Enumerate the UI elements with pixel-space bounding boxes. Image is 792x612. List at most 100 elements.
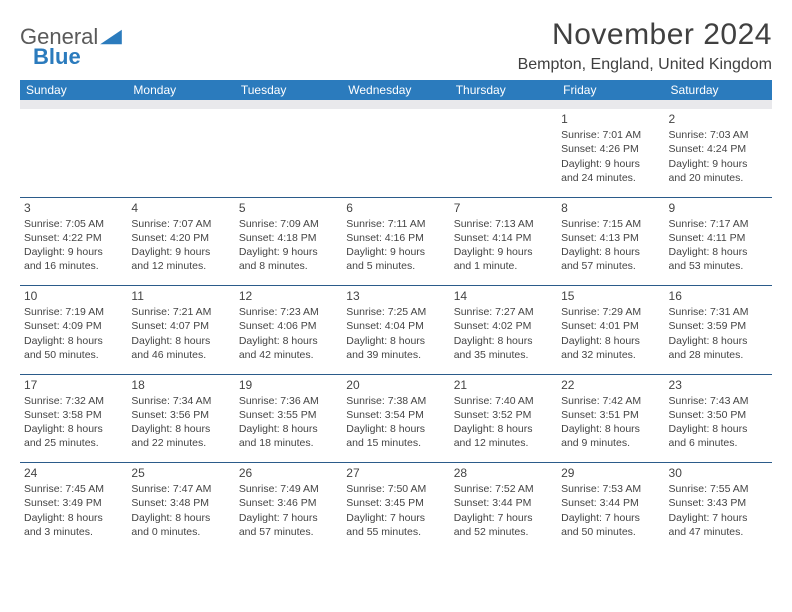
sunset-line: Sunset: 3:48 PM xyxy=(131,496,230,510)
calendar-cell: 7Sunrise: 7:13 AMSunset: 4:14 PMDaylight… xyxy=(450,198,557,286)
calendar-table: SundayMondayTuesdayWednesdayThursdayFrid… xyxy=(20,80,772,551)
calendar-cell: 24Sunrise: 7:45 AMSunset: 3:49 PMDayligh… xyxy=(20,463,127,551)
daylight-line-2: and 50 minutes. xyxy=(24,348,123,362)
sunset-line: Sunset: 3:46 PM xyxy=(239,496,338,510)
day-number: 27 xyxy=(346,465,445,481)
calendar-week: 24Sunrise: 7:45 AMSunset: 3:49 PMDayligh… xyxy=(20,463,772,551)
calendar-cell: 25Sunrise: 7:47 AMSunset: 3:48 PMDayligh… xyxy=(127,463,234,551)
sunset-line: Sunset: 4:02 PM xyxy=(454,319,553,333)
sunset-line: Sunset: 3:49 PM xyxy=(24,496,123,510)
sunset-line: Sunset: 4:06 PM xyxy=(239,319,338,333)
daylight-line-1: Daylight: 8 hours xyxy=(454,334,553,348)
daylight-line-2: and 32 minutes. xyxy=(561,348,660,362)
daylight-line-2: and 18 minutes. xyxy=(239,436,338,450)
day-number: 2 xyxy=(669,111,768,127)
daylight-line-1: Daylight: 8 hours xyxy=(346,334,445,348)
daylight-line-2: and 24 minutes. xyxy=(561,171,660,185)
sunrise-line: Sunrise: 7:47 AM xyxy=(131,482,230,496)
day-number: 5 xyxy=(239,200,338,216)
day-number: 24 xyxy=(24,465,123,481)
daylight-line-1: Daylight: 9 hours xyxy=(239,245,338,259)
daylight-line-2: and 22 minutes. xyxy=(131,436,230,450)
sunset-line: Sunset: 3:58 PM xyxy=(24,408,123,422)
calendar-cell: 1Sunrise: 7:01 AMSunset: 4:26 PMDaylight… xyxy=(557,109,664,197)
daylight-line-2: and 0 minutes. xyxy=(131,525,230,539)
sunset-line: Sunset: 3:50 PM xyxy=(669,408,768,422)
sunrise-line: Sunrise: 7:01 AM xyxy=(561,128,660,142)
daylight-line-1: Daylight: 7 hours xyxy=(346,511,445,525)
sunrise-line: Sunrise: 7:13 AM xyxy=(454,217,553,231)
sunrise-line: Sunrise: 7:11 AM xyxy=(346,217,445,231)
daylight-line-1: Daylight: 9 hours xyxy=(24,245,123,259)
sunset-line: Sunset: 4:01 PM xyxy=(561,319,660,333)
sunset-line: Sunset: 3:56 PM xyxy=(131,408,230,422)
calendar-cell: 26Sunrise: 7:49 AMSunset: 3:46 PMDayligh… xyxy=(235,463,342,551)
calendar-cell: 17Sunrise: 7:32 AMSunset: 3:58 PMDayligh… xyxy=(20,375,127,463)
day-number: 26 xyxy=(239,465,338,481)
calendar-cell xyxy=(450,109,557,197)
day-number: 30 xyxy=(669,465,768,481)
location: Bempton, England, United Kingdom xyxy=(518,56,772,74)
day-number: 19 xyxy=(239,377,338,393)
month-title: November 2024 xyxy=(518,18,772,52)
daylight-line-2: and 47 minutes. xyxy=(669,525,768,539)
sunset-line: Sunset: 3:43 PM xyxy=(669,496,768,510)
sunrise-line: Sunrise: 7:34 AM xyxy=(131,394,230,408)
daylight-line-2: and 1 minute. xyxy=(454,259,553,273)
calendar-body: 1Sunrise: 7:01 AMSunset: 4:26 PMDaylight… xyxy=(20,100,772,551)
daylight-line-1: Daylight: 8 hours xyxy=(346,422,445,436)
daylight-line-1: Daylight: 7 hours xyxy=(669,511,768,525)
calendar-cell: 18Sunrise: 7:34 AMSunset: 3:56 PMDayligh… xyxy=(127,375,234,463)
sunrise-line: Sunrise: 7:29 AM xyxy=(561,305,660,319)
daylight-line-1: Daylight: 8 hours xyxy=(239,334,338,348)
calendar-cell xyxy=(20,109,127,197)
sunrise-line: Sunrise: 7:53 AM xyxy=(561,482,660,496)
day-number: 6 xyxy=(346,200,445,216)
day-number: 28 xyxy=(454,465,553,481)
daylight-line-2: and 3 minutes. xyxy=(24,525,123,539)
sunset-line: Sunset: 4:04 PM xyxy=(346,319,445,333)
calendar-cell: 4Sunrise: 7:07 AMSunset: 4:20 PMDaylight… xyxy=(127,198,234,286)
sunset-line: Sunset: 4:16 PM xyxy=(346,231,445,245)
daylight-line-1: Daylight: 8 hours xyxy=(131,334,230,348)
sunrise-line: Sunrise: 7:27 AM xyxy=(454,305,553,319)
calendar-cell: 3Sunrise: 7:05 AMSunset: 4:22 PMDaylight… xyxy=(20,198,127,286)
daylight-line-1: Daylight: 8 hours xyxy=(131,511,230,525)
sunrise-line: Sunrise: 7:15 AM xyxy=(561,217,660,231)
calendar-week: 1Sunrise: 7:01 AMSunset: 4:26 PMDaylight… xyxy=(20,109,772,197)
daylight-line-2: and 39 minutes. xyxy=(346,348,445,362)
daylight-line-1: Daylight: 9 hours xyxy=(669,157,768,171)
daylight-line-1: Daylight: 8 hours xyxy=(669,334,768,348)
sunrise-line: Sunrise: 7:40 AM xyxy=(454,394,553,408)
day-number: 25 xyxy=(131,465,230,481)
calendar-cell: 27Sunrise: 7:50 AMSunset: 3:45 PMDayligh… xyxy=(342,463,449,551)
daylight-line-1: Daylight: 8 hours xyxy=(669,245,768,259)
sunrise-line: Sunrise: 7:36 AM xyxy=(239,394,338,408)
daylight-line-1: Daylight: 9 hours xyxy=(131,245,230,259)
calendar-cell: 23Sunrise: 7:43 AMSunset: 3:50 PMDayligh… xyxy=(665,375,772,463)
sunrise-line: Sunrise: 7:25 AM xyxy=(346,305,445,319)
sunset-line: Sunset: 3:51 PM xyxy=(561,408,660,422)
day-number: 21 xyxy=(454,377,553,393)
day-number: 16 xyxy=(669,288,768,304)
day-header: Saturday xyxy=(665,80,772,100)
daylight-line-2: and 52 minutes. xyxy=(454,525,553,539)
daylight-line-2: and 12 minutes. xyxy=(131,259,230,273)
day-number: 15 xyxy=(561,288,660,304)
sunset-line: Sunset: 3:52 PM xyxy=(454,408,553,422)
day-header: Wednesday xyxy=(342,80,449,100)
calendar-cell: 21Sunrise: 7:40 AMSunset: 3:52 PMDayligh… xyxy=(450,375,557,463)
calendar-cell: 8Sunrise: 7:15 AMSunset: 4:13 PMDaylight… xyxy=(557,198,664,286)
sunset-line: Sunset: 4:07 PM xyxy=(131,319,230,333)
day-number: 7 xyxy=(454,200,553,216)
day-number: 29 xyxy=(561,465,660,481)
calendar-week: 17Sunrise: 7:32 AMSunset: 3:58 PMDayligh… xyxy=(20,375,772,463)
calendar-cell: 30Sunrise: 7:55 AMSunset: 3:43 PMDayligh… xyxy=(665,463,772,551)
daylight-line-2: and 46 minutes. xyxy=(131,348,230,362)
calendar-cell: 19Sunrise: 7:36 AMSunset: 3:55 PMDayligh… xyxy=(235,375,342,463)
daylight-line-2: and 55 minutes. xyxy=(346,525,445,539)
daylight-line-1: Daylight: 7 hours xyxy=(561,511,660,525)
calendar-week: 10Sunrise: 7:19 AMSunset: 4:09 PMDayligh… xyxy=(20,286,772,374)
calendar-cell: 28Sunrise: 7:52 AMSunset: 3:44 PMDayligh… xyxy=(450,463,557,551)
daylight-line-2: and 6 minutes. xyxy=(669,436,768,450)
